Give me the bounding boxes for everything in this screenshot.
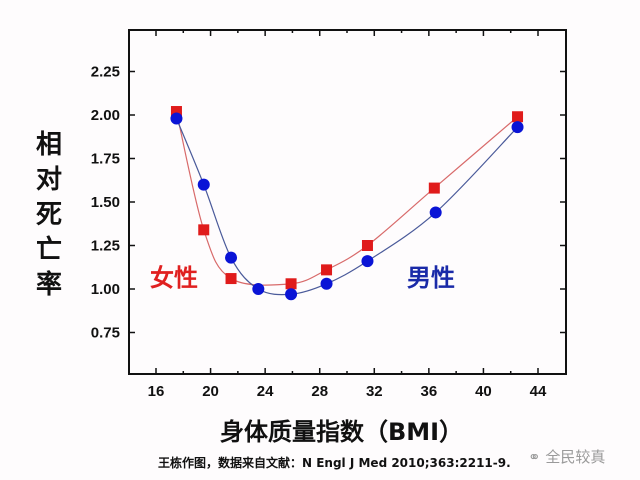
y-tick-label: 2.25: [91, 64, 120, 81]
y-tick-label: 1.00: [91, 281, 120, 298]
y-label-char: 对: [35, 165, 62, 195]
female-data-point: [285, 278, 297, 290]
y-tick-label: 1.75: [91, 151, 120, 168]
male-data-point: [197, 178, 210, 191]
female-data-point: [361, 240, 373, 251]
x-tick-label: 20: [202, 383, 219, 400]
x-tick-label: 16: [148, 383, 165, 400]
female-series-label: 女性: [150, 264, 198, 292]
y-label-char: 死: [35, 200, 62, 230]
y-tick-label: 2.00: [91, 107, 120, 124]
y-label-char: 率: [35, 270, 62, 300]
wechat-icon: ⚭: [528, 448, 541, 466]
male-data-point: [361, 255, 374, 268]
y-label-char: 相: [35, 130, 62, 160]
female-data-point: [170, 106, 182, 118]
male-data-point: [511, 121, 524, 134]
female-data-point: [321, 264, 333, 276]
x-tick-label: 32: [366, 383, 383, 400]
male-data-point: [320, 277, 333, 290]
female-data-point: [225, 273, 237, 285]
watermark: ⚭ 全民较真: [528, 446, 605, 467]
plot-frame: [128, 29, 567, 375]
x-axis-label: 身体质量指数（BMI）: [220, 418, 464, 446]
watermark-text: 全民较真: [545, 448, 606, 466]
x-tick-label: 28: [311, 383, 328, 400]
male-data-point: [429, 206, 442, 219]
female-data-point: [428, 182, 440, 194]
x-tick-label: 40: [475, 383, 492, 400]
male-series-label: 男性: [407, 264, 455, 292]
x-tick-label: 24: [257, 383, 274, 400]
x-tick-label: 44: [530, 383, 547, 400]
male-line: [175, 118, 518, 296]
y-label-char: 亡: [35, 235, 62, 265]
female-data-point: [198, 224, 210, 236]
male-data-point: [225, 251, 238, 264]
y-tick-label: 1.50: [91, 194, 120, 211]
source-caption: 王栋作图，数据来自文献：N Engl J Med 2010;363:2211-9…: [158, 456, 511, 470]
y-tick-label: 0.75: [91, 325, 120, 342]
y-axis-label: 相 对 死 亡 率: [32, 128, 66, 303]
y-tick-label: 1.25: [91, 238, 120, 255]
male-data-point: [170, 112, 183, 125]
female-data-point: [512, 111, 524, 123]
male-data-point: [252, 283, 265, 295]
male-data-point: [285, 288, 298, 301]
x-tick-label: 36: [421, 383, 438, 400]
